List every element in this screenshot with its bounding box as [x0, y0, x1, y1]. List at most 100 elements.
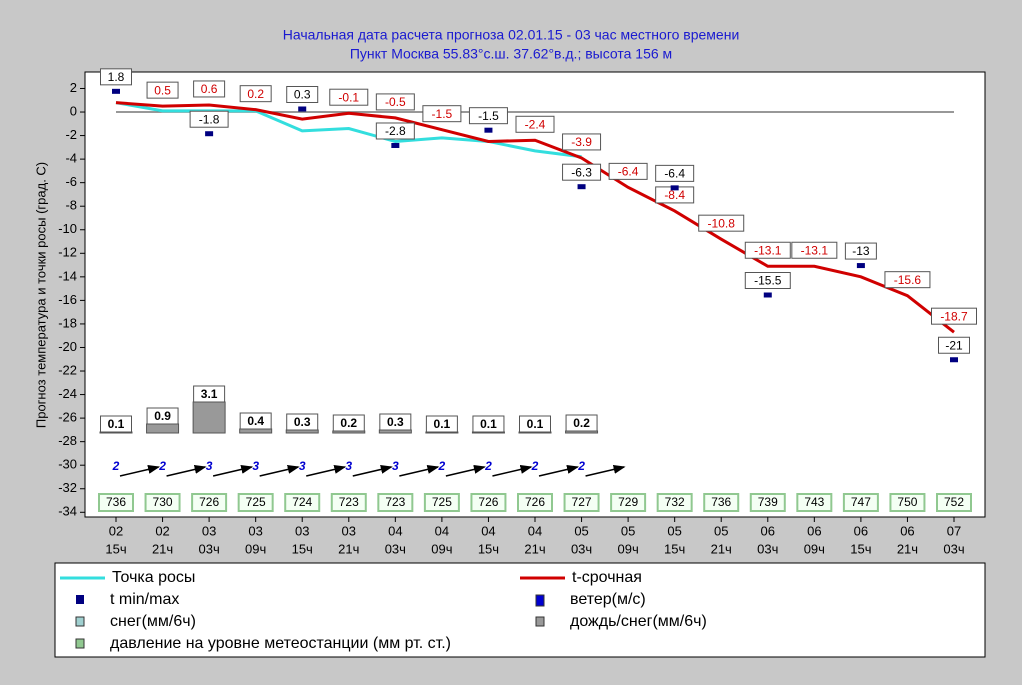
precip-label-box: [193, 385, 226, 403]
legend-label: t-срочная: [572, 569, 642, 586]
minmax-label: 1.8: [108, 70, 125, 84]
precip-label: 0.2: [340, 416, 357, 430]
x-tick-label: 04: [481, 523, 495, 538]
pressure-box: [610, 493, 647, 512]
x-tick-label: 03: [295, 523, 309, 538]
y-tick-label: -16: [58, 292, 77, 307]
pressure-box: [284, 493, 321, 512]
x-tick-label: 03: [202, 523, 216, 538]
minmax-label: -6.3: [571, 165, 592, 179]
x-tick-label: 21ч: [338, 541, 359, 556]
pressure-label: 752: [944, 495, 964, 509]
wind-label: 3: [206, 459, 213, 473]
data-label: -6.4: [618, 165, 639, 179]
x-tick-label: 05: [667, 523, 681, 538]
x-tick-label: 07: [947, 523, 961, 538]
y-axis-label: Прогноз температура и точки росы (град. …: [33, 162, 48, 428]
wind-arrow: [306, 465, 347, 477]
legend-swatch: [75, 638, 85, 649]
x-tick-label: 03ч: [943, 541, 964, 556]
y-tick-label: -24: [58, 386, 77, 401]
pressure-box: [703, 493, 740, 512]
chart-title: Начальная дата расчета прогноза 02.01.15…: [283, 27, 740, 43]
x-tick-label: 21ч: [524, 541, 545, 556]
pressure-box: [144, 493, 181, 512]
minmax-marker: [856, 263, 865, 269]
wind-label: 2: [577, 459, 585, 473]
legend-label: дождь/снег(мм/6ч): [570, 613, 707, 630]
minmax-label-box: [100, 68, 132, 86]
data-label: -8.4: [664, 188, 685, 202]
data-label-box: [698, 214, 745, 232]
data-label: -1.5: [432, 107, 453, 121]
precip-label-box: [472, 415, 505, 433]
pressure-label: 725: [246, 495, 266, 509]
legend-swatch: [75, 616, 85, 627]
minmax-marker: [391, 142, 400, 148]
minmax-label: 0.3: [294, 88, 311, 102]
y-tick-label: -26: [58, 410, 77, 425]
precip-bar: [192, 401, 226, 434]
data-label-box: [884, 271, 931, 289]
data-label-box: [608, 162, 648, 180]
y-tick-label: 2: [70, 80, 77, 95]
pressure-label: 743: [804, 495, 824, 509]
x-tick-label: 21ч: [897, 541, 918, 556]
x-tick-label: 05: [621, 523, 635, 538]
x-tick-label: 09ч: [804, 541, 825, 556]
legend-label: давление на уровне метеостанции (мм рт. …: [110, 635, 451, 652]
data-label-box: [931, 307, 977, 325]
y-tick-label: -14: [58, 268, 77, 283]
legend-swatch: [535, 594, 545, 607]
data-label-box: [791, 241, 838, 259]
wind-arrow: [445, 465, 486, 477]
y-tick-label: -28: [58, 433, 77, 448]
data-label-box: [375, 93, 415, 111]
minmax-label: -1.8: [199, 112, 220, 126]
y-tick-label: -6: [65, 174, 77, 189]
minmax-label-box: [655, 164, 695, 182]
pressure-label: 726: [478, 495, 498, 509]
wind-label: 3: [392, 459, 399, 473]
data-label-box: [193, 80, 226, 98]
precip-label-box: [425, 415, 458, 433]
data-label: -18.7: [940, 309, 968, 323]
y-tick-label: -18: [58, 315, 77, 330]
precip-label: 0.4: [247, 414, 264, 428]
pressure-box: [470, 493, 507, 512]
pressure-label: 724: [292, 495, 312, 509]
x-tick-label: 03ч: [571, 541, 592, 556]
pressure-box: [98, 493, 134, 512]
minmax-label-box: [562, 163, 602, 181]
x-tick-label: 15ч: [850, 541, 871, 556]
x-tick-label: 15ч: [478, 541, 499, 556]
x-tick-label: 06: [761, 523, 775, 538]
x-tick-label: 06: [900, 523, 914, 538]
x-tick-label: 03ч: [385, 541, 406, 556]
minmax-marker: [205, 131, 214, 137]
minmax-label: -21: [945, 338, 963, 352]
precip-label: 0.1: [480, 417, 497, 431]
pressure-box: [330, 493, 367, 512]
pressure-label: 726: [525, 495, 545, 509]
data-label: -3.9: [571, 135, 592, 149]
precip-label: 0.1: [434, 417, 451, 431]
series-line: [115, 101, 955, 334]
x-tick-label: 21ч: [152, 541, 173, 556]
precip-label: 0.9: [154, 409, 171, 423]
x-tick-label: 03: [248, 523, 262, 538]
pressure-label: 727: [572, 495, 592, 509]
precip-label: 3.1: [201, 387, 218, 401]
data-label-box: [562, 133, 602, 151]
y-tick-label: -20: [58, 339, 77, 354]
data-label: -0.1: [338, 90, 359, 104]
precip-bar: [146, 423, 180, 434]
wind-label: 2: [484, 459, 492, 473]
precip-label-box: [100, 415, 132, 433]
data-label: -2.4: [525, 117, 546, 131]
wind-arrow: [538, 465, 580, 477]
x-tick-label: 15ч: [664, 541, 685, 556]
pressure-label: 736: [711, 495, 731, 509]
legend-label: t min/max: [110, 591, 179, 608]
y-tick-label: 0: [70, 103, 77, 118]
